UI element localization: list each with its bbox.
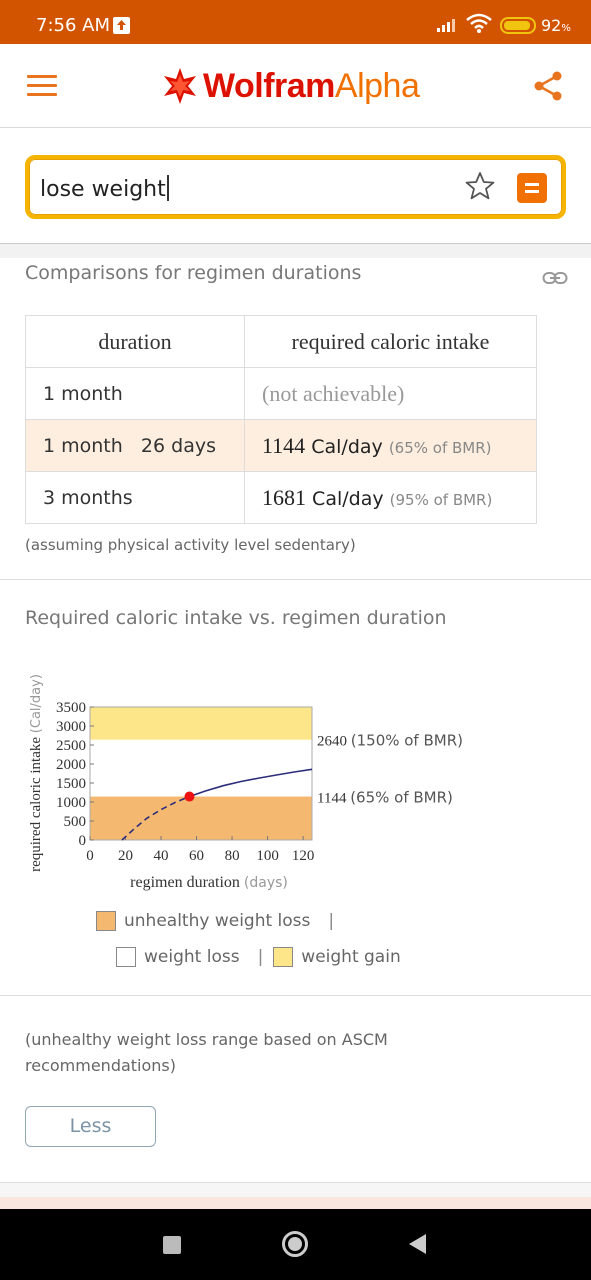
x-tick-label: 120 — [292, 848, 315, 864]
legend-unhealthy: unhealthy weight loss — [124, 911, 311, 931]
x-tick-label: 80 — [225, 848, 240, 864]
search-area: lose weight — [0, 128, 591, 244]
y-tick-label: 3500 — [56, 700, 86, 716]
search-input[interactable]: lose weight — [25, 155, 566, 219]
wolfram-alpha-logo[interactable]: Wolfram Alpha — [161, 64, 420, 108]
signal-icon — [437, 16, 459, 36]
caloric-intake-chart: 0 20 40 60 80 100 120 0 500 1000 1500 2000 2500 3000 3… — [28, 674, 463, 891]
legend-loss: weight loss — [144, 947, 240, 967]
x-tick-label: 100 — [256, 848, 279, 864]
y-axis-label: required caloric intake (Cal/day) — [28, 674, 44, 872]
battery-icon — [500, 17, 536, 34]
pod-footer: (unhealthy weight loss range based on AS… — [0, 997, 591, 1183]
y-tick-label: 2500 — [56, 738, 86, 754]
legend-gain: weight gain — [301, 947, 401, 967]
logo-wolfram: Wolfram — [203, 66, 335, 105]
menu-icon[interactable] — [27, 75, 57, 97]
plot-frame — [89, 706, 313, 841]
y-tick-label: 2000 — [56, 757, 86, 773]
cell-duration: 1 month — [25, 367, 245, 420]
pod-title: Required caloric intake vs. regimen dura… — [25, 607, 447, 629]
wolfram-spikey-icon — [164, 68, 196, 104]
y-tick-label: 0 — [79, 833, 87, 849]
legend-row-2: weight loss | weight gain — [116, 947, 401, 967]
intersection-point — [184, 791, 195, 802]
ascm-note: (unhealthy weight loss range based on AS… — [25, 1030, 388, 1075]
y-tick-label: 1500 — [56, 776, 86, 792]
series-line-solid — [189, 768, 313, 798]
table-header-row: duration required caloric intake — [25, 315, 537, 368]
x-axis-label: regimen duration (days) — [130, 874, 288, 891]
activity-note: (assuming physical activity level sedent… — [25, 536, 356, 554]
next-pod-strip — [0, 1183, 591, 1209]
region-2 — [90, 707, 312, 740]
reference-label: 1144 (65% of BMR) — [317, 789, 453, 807]
star-icon[interactable] — [465, 171, 495, 205]
app-bar: Wolfram Alpha — [0, 44, 591, 128]
cell-duration: 3 months — [25, 471, 245, 524]
y-tick-label: 3000 — [56, 719, 86, 735]
cell-duration: 1 month 26 days — [25, 419, 245, 472]
reference-label: 2640 (150% of BMR) — [317, 732, 463, 750]
cell-intake: (not achievable) — [244, 367, 537, 420]
table-row: 3 months 1681 Cal/day (95% of BMR) — [25, 471, 537, 524]
table-row: 1 month 26 days 1144 Cal/day (65% of BMR… — [25, 419, 537, 472]
search-query: lose weight — [40, 177, 166, 202]
logo-alpha: Alpha — [334, 66, 420, 105]
wifi-icon — [466, 13, 492, 37]
cell-intake: 1144 Cal/day (65% of BMR) — [244, 419, 537, 472]
y-tick-label: 1000 — [56, 795, 86, 811]
legend-row-1: unhealthy weight loss | — [96, 911, 344, 931]
pod-comparisons: Comparisons for regimen durations durati… — [0, 258, 591, 580]
battery-percent: 92% — [541, 16, 571, 35]
link-icon[interactable] — [542, 270, 568, 290]
header-intake: required caloric intake — [244, 315, 537, 368]
section-gap — [0, 244, 591, 258]
legend-separator: | — [328, 911, 335, 931]
back-button[interactable] — [409, 1234, 426, 1254]
table-row: 1 month (not achievable) — [25, 367, 537, 420]
series-line-dashed — [121, 795, 190, 841]
share-icon[interactable] — [532, 70, 564, 106]
equals-icon[interactable] — [517, 173, 547, 203]
legend-swatch-unhealthy — [96, 911, 116, 931]
x-tick-label: 40 — [154, 848, 169, 864]
legend-separator: | — [257, 947, 264, 967]
upload-icon — [113, 17, 130, 34]
status-bar: 7:56 AM 92% — [0, 0, 591, 44]
header-duration: duration — [25, 315, 245, 368]
recents-button[interactable] — [163, 1236, 181, 1254]
cell-intake: 1681 Cal/day (95% of BMR) — [244, 471, 537, 524]
region-1 — [90, 739, 312, 797]
legend-swatch-gain — [273, 947, 294, 967]
home-button[interactable] — [282, 1231, 308, 1257]
y-tick-label: 500 — [64, 814, 87, 830]
x-tick-label: 20 — [118, 848, 133, 864]
pod-title: Comparisons for regimen durations — [25, 262, 362, 284]
navigation-bar — [0, 1209, 591, 1280]
x-tick-label: 0 — [86, 848, 94, 864]
x-tick-label: 60 — [189, 848, 204, 864]
pod-chart: Required caloric intake vs. regimen dura… — [0, 581, 591, 996]
comparison-table: duration required caloric intake 1 month… — [25, 315, 537, 524]
legend-swatch-loss — [116, 947, 136, 967]
status-time: 7:56 AM — [36, 15, 110, 36]
less-button[interactable]: Less — [25, 1106, 156, 1147]
region-0 — [90, 796, 312, 840]
